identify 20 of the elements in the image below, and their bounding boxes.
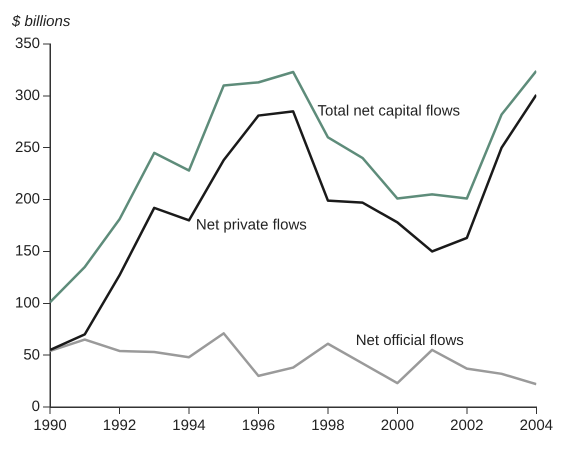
y-tick-label: 350 (14, 35, 40, 52)
series-label: Total net capital flows (317, 102, 460, 120)
y-axis-title: $ billions (11, 13, 71, 30)
y-tick-label: 50 (23, 346, 40, 364)
y-tick-label: 0 (32, 398, 40, 416)
x-tick-label: 2004 (520, 417, 554, 434)
series-label: Net private flows (196, 216, 307, 234)
x-tick-label: 1994 (172, 417, 206, 434)
x-tick-label: 1990 (33, 417, 67, 434)
x-tick-label: 1992 (102, 417, 136, 434)
x-tick-label: 1996 (242, 417, 276, 434)
series-label: Net official flows (356, 332, 464, 349)
x-tick-label: 2000 (380, 417, 414, 434)
y-tick-label: 300 (14, 87, 40, 104)
y-tick-label: 250 (14, 138, 40, 156)
x-tick-label: 1998 (311, 417, 345, 434)
y-tick-label: 150 (14, 242, 40, 260)
y-tick-label: 100 (14, 294, 40, 312)
x-tick-label: 2002 (450, 417, 484, 434)
y-tick-label: 200 (14, 190, 40, 208)
